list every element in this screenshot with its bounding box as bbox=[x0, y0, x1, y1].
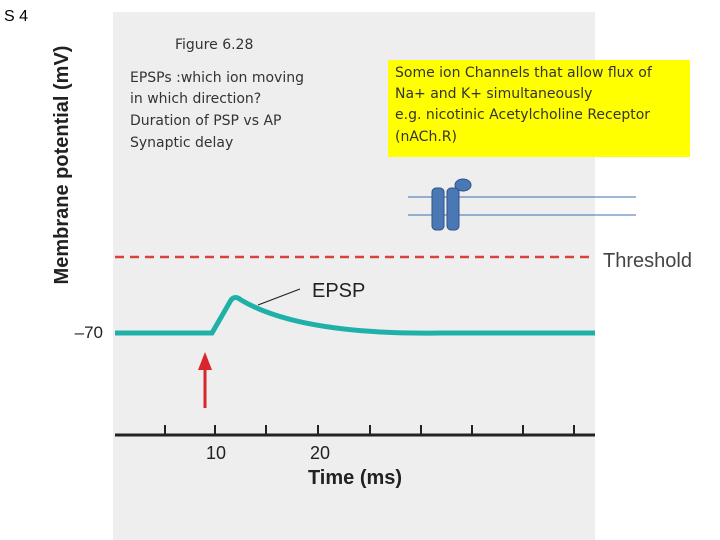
panel-top bbox=[113, 0, 575, 12]
x-axis-label: Time (ms) bbox=[308, 467, 402, 489]
trace-label: EPSP bbox=[312, 280, 365, 302]
note-line: EPSPs :which ion moving bbox=[130, 70, 304, 86]
channel-subunit bbox=[446, 187, 460, 231]
figure-title: Figure 6.28 bbox=[175, 37, 253, 53]
callout-line: Some ion Channels that allow flux of bbox=[395, 65, 653, 81]
slide-label: S 4 bbox=[4, 8, 28, 25]
callout-line: (nACh.R) bbox=[395, 129, 457, 145]
y-tick-label: –70 bbox=[75, 323, 103, 342]
leader-line bbox=[257, 288, 301, 306]
note-line: Synaptic delay bbox=[130, 135, 233, 151]
callout-line: e.g. nicotinic Acetylcholine Receptor bbox=[395, 107, 650, 123]
ligand bbox=[454, 178, 472, 192]
channel-subunit bbox=[431, 187, 445, 231]
callout-box bbox=[388, 60, 690, 157]
note-line: Duration of PSP vs AP bbox=[130, 113, 281, 129]
x-ticks bbox=[164, 425, 575, 435]
note-line: in which direction? bbox=[130, 91, 261, 107]
x-tick-label: 20 bbox=[310, 443, 330, 463]
y-axis-label: Membrane potential (mV) bbox=[51, 46, 73, 285]
arrow-head bbox=[198, 352, 212, 370]
x-tick-label: 10 bbox=[206, 443, 226, 463]
threshold-label: Threshold bbox=[603, 250, 692, 272]
epsp-trace bbox=[115, 295, 595, 336]
callout-line: Na+ and K+ simultaneously bbox=[395, 86, 592, 102]
